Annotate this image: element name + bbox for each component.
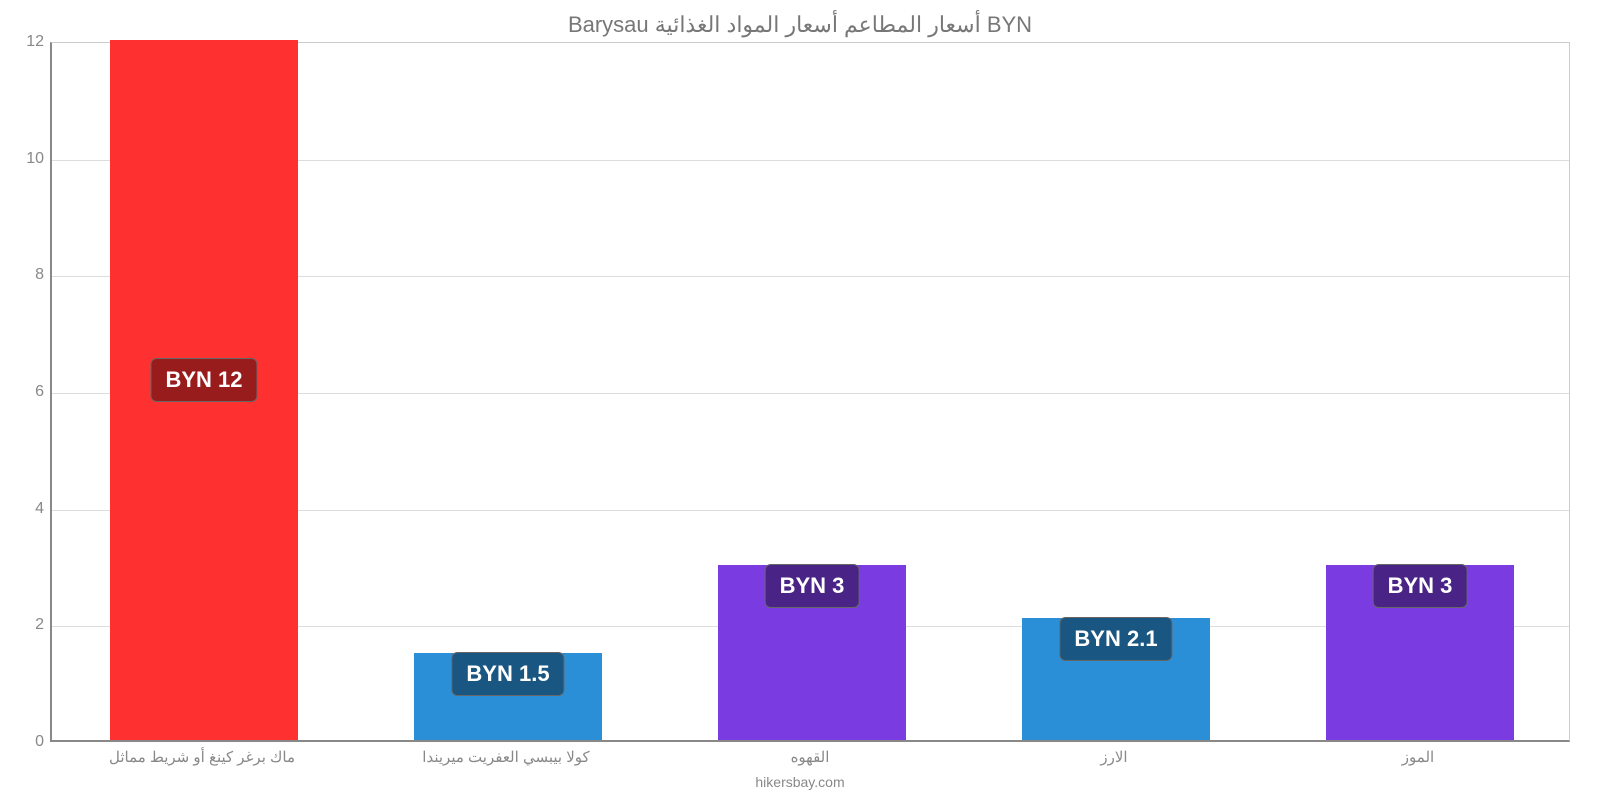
bar-value-label: BYN 3 — [765, 564, 860, 608]
chart-footer: hikersbay.com — [0, 774, 1600, 790]
x-tick-label: ماك برغر كينغ أو شريط مماثل — [109, 748, 295, 766]
x-tick-label: كولا بيبسي العفريت ميريندا — [422, 748, 589, 766]
y-tick-label: 10 — [4, 150, 44, 168]
bar-value-label: BYN 3 — [1373, 564, 1468, 608]
y-tick-label: 2 — [4, 616, 44, 634]
chart-title: Barysau أسعار المطاعم أسعار المواد الغذا… — [0, 12, 1600, 38]
y-tick-label: 12 — [4, 33, 44, 51]
chart-container: Barysau أسعار المطاعم أسعار المواد الغذا… — [0, 0, 1600, 800]
x-tick-label: الموز — [1402, 748, 1434, 766]
x-tick-label: القهوه — [791, 748, 830, 766]
x-tick-label: الارز — [1100, 748, 1127, 766]
y-tick-label: 0 — [4, 733, 44, 751]
bar-value-label: BYN 2.1 — [1059, 617, 1172, 661]
y-tick-label: 8 — [4, 266, 44, 284]
y-tick-label: 6 — [4, 383, 44, 401]
y-tick-label: 4 — [4, 500, 44, 518]
plot-area: BYN 12 BYN 1.5 BYN 3 BYN 2.1 BYN 3 — [50, 42, 1570, 742]
bar-value-label: BYN 1.5 — [451, 652, 564, 696]
bar-value-label: BYN 12 — [150, 358, 257, 402]
